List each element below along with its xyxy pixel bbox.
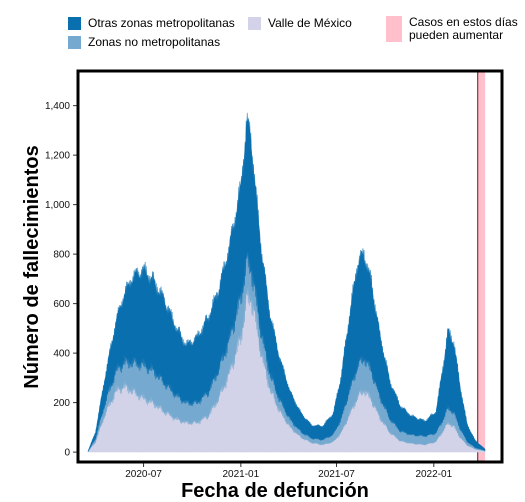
stacked-area-layer	[87, 112, 486, 453]
x-tick-label-2022-01: 2022-01	[415, 469, 452, 480]
legend-item-zonas-no-metro: Zonas no metropolitanas	[68, 36, 220, 49]
y-tick-label-800: 800	[53, 250, 70, 261]
y-tick-label-1200: 1,200	[45, 151, 70, 162]
legend-item-valle-de-mexico: Valle de México	[248, 17, 352, 30]
y-tick-label-0: 0	[64, 448, 70, 459]
legend-item-otras-zonas: Otras zonas metropolitanas	[68, 17, 235, 30]
legend-item-casos-pueden-aumentar: Casos en estos días pueden aumentar	[386, 16, 518, 42]
x-tick-label-2021-07: 2021-07	[318, 469, 355, 480]
y-axis-title: Número de fallecimientos	[21, 145, 43, 388]
uncertain-period-band	[477, 72, 486, 461]
axis-layer: 0 200 400 600 800 1,000 1,200 1,400 2020-07 2021-…	[45, 101, 453, 480]
x-axis-title: Fecha de defunción	[181, 480, 369, 502]
x-tick-label-2020-07: 2020-07	[125, 469, 162, 480]
y-tick-label-1000: 1,000	[45, 200, 70, 211]
legend-label-zonas-no-metro: Zonas no metropolitanas	[88, 35, 221, 49]
x-tick-label-2021-01: 2021-01	[222, 469, 259, 480]
y-tick-label-600: 600	[53, 299, 70, 310]
area-otras-zonas-metropolitanas	[87, 112, 486, 452]
legend-swatch-casos-pueden-aumentar	[386, 16, 402, 42]
y-tick-label-400: 400	[53, 349, 70, 360]
y-tick-label-200: 200	[53, 398, 70, 409]
legend-swatch-zonas-no-metro	[68, 36, 81, 49]
y-tick-label-1400: 1,400	[45, 101, 70, 112]
legend-label-valle-de-mexico: Valle de México	[268, 16, 352, 30]
legend-swatch-otras-zonas	[68, 17, 81, 30]
legend-label-otras-zonas: Otras zonas metropolitanas	[88, 16, 235, 30]
uncertain-period-layer	[477, 72, 486, 461]
legend-swatch-valle-de-mexico	[248, 17, 261, 30]
legend-label-casos-pueden-aumentar: Casos en estos días pueden aumentar	[409, 15, 518, 42]
plot-frame	[76, 69, 504, 464]
legend: Otras zonas metropolitanas Zonas no metr…	[0, 0, 525, 60]
